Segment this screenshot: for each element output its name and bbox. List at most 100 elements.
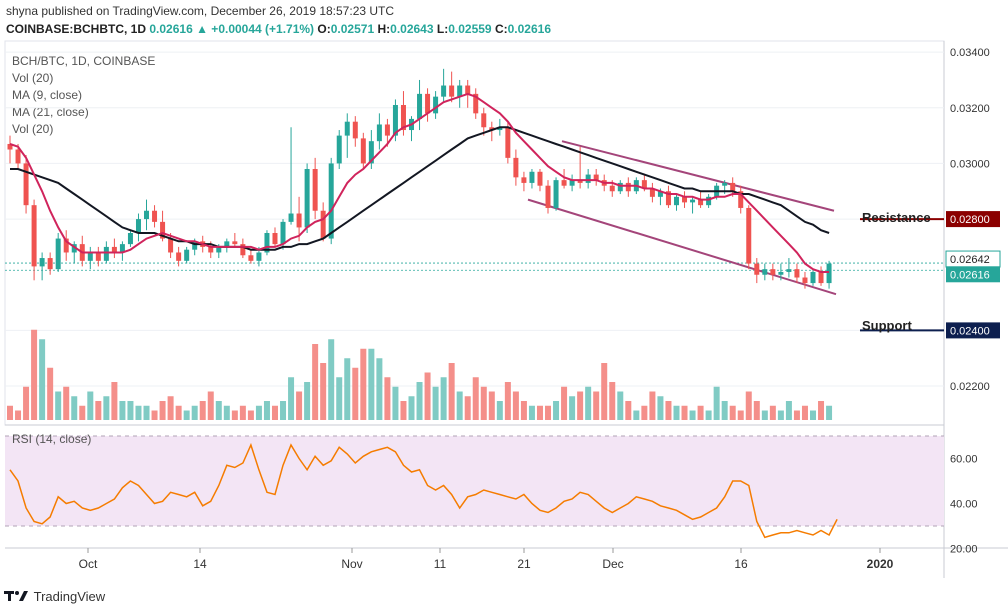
volume-bar <box>617 391 624 420</box>
time-tick-label: Nov <box>341 557 362 571</box>
volume-bar <box>496 401 503 420</box>
indicator-legend: BCH/BTC, 1D, COINBASE Vol (20) MA (9, cl… <box>12 54 155 136</box>
volume-bar <box>480 386 487 420</box>
candle-body <box>184 249 190 261</box>
rsi-tick-label: 40.00 <box>950 499 978 511</box>
candle-body <box>641 180 647 189</box>
candle-body <box>360 138 366 164</box>
rsi-band <box>5 436 944 526</box>
candle-body <box>690 199 696 203</box>
tradingview-footer[interactable]: TradingView <box>4 588 105 610</box>
candle-body <box>280 221 286 245</box>
candle-body <box>400 105 406 131</box>
volume-bar <box>721 401 728 420</box>
volume-bar <box>761 410 768 420</box>
publisher-name[interactable]: shyna <box>6 4 39 18</box>
volume-bar <box>39 339 46 420</box>
price-axis[interactable]: 0.03400 0.03200 0.03000 0.02800 0.02642 0.026… <box>945 47 1001 556</box>
volume-bar <box>801 405 808 420</box>
resistance-label: Resistance <box>862 210 931 225</box>
low-value: 0.02559 <box>448 22 492 36</box>
candle-body <box>336 135 342 164</box>
volume-bar <box>368 348 375 420</box>
price-tick-label: 0.02616 <box>950 269 990 281</box>
volume-bar <box>641 405 648 420</box>
volume-bar <box>143 405 150 420</box>
volume-bar <box>312 344 319 420</box>
candle-body <box>786 269 792 272</box>
open-value: 0.02571 <box>330 22 375 36</box>
volume-bar <box>127 401 134 420</box>
volume-bar <box>785 401 792 420</box>
volume-bar <box>223 405 230 420</box>
price-levels <box>860 218 944 332</box>
moving-averages <box>9 92 830 273</box>
time-tick-label: Dec <box>602 557 623 571</box>
volume-bar <box>103 396 110 420</box>
candle-body <box>553 180 559 208</box>
candle-body <box>192 241 198 250</box>
candle-body <box>449 85 455 97</box>
candle-body <box>304 169 310 228</box>
volume-bar <box>191 405 198 420</box>
price-tick-label: 0.03000 <box>950 158 990 170</box>
candle-body <box>39 258 45 267</box>
volume-bar <box>63 386 70 420</box>
volume-bar <box>585 386 592 420</box>
time-axis[interactable]: Oct 14 Nov 11 21 Dec 16 2020 <box>79 548 894 571</box>
candle-body <box>15 149 21 164</box>
volume-bar <box>135 405 142 420</box>
price-chart[interactable]: RSI (14, close) BCH/BTC, 1D, COINBASE Vo… <box>0 0 1008 585</box>
volume-bar <box>777 410 784 420</box>
volume-bar <box>681 405 688 420</box>
volume-bar <box>400 401 407 420</box>
volume-bar <box>23 386 30 420</box>
volume-bar <box>47 367 54 420</box>
price-tag-bg <box>946 211 1000 228</box>
candle-body <box>545 185 551 208</box>
candle-body <box>441 85 447 97</box>
volume-bar <box>488 391 495 420</box>
low-label: L: <box>436 22 449 36</box>
candle-body <box>698 199 704 206</box>
ma9-line <box>9 92 830 273</box>
volume-bar <box>296 391 303 420</box>
candle-body <box>585 174 591 183</box>
channel-lower-line <box>527 198 837 296</box>
candle-body <box>505 127 511 158</box>
volume-bar <box>304 382 311 420</box>
candle-body <box>561 180 567 186</box>
candle-body <box>160 221 166 239</box>
volume-bar <box>464 396 471 420</box>
candle-body <box>617 182 623 192</box>
volume-bar <box>729 405 736 420</box>
volume-bar <box>665 401 672 420</box>
volume-bar <box>520 401 527 420</box>
candle-body <box>577 180 583 183</box>
candle-body <box>481 113 487 128</box>
candle-body <box>272 233 278 245</box>
publish-text: published on TradingView.com, December 2… <box>41 4 395 18</box>
volume-bar <box>528 405 535 420</box>
candle-body <box>425 93 431 114</box>
volume-bar <box>79 405 86 420</box>
rsi-tick-label: 60.00 <box>950 454 978 466</box>
candle-body <box>826 263 832 284</box>
volume-bar <box>408 396 415 420</box>
ma21-line <box>10 126 830 251</box>
volume-bar <box>737 410 744 420</box>
candle-body <box>224 241 230 247</box>
time-tick-label: Oct <box>79 557 98 571</box>
candle-body <box>320 210 326 239</box>
candle-body <box>810 271 816 284</box>
high-label: H: <box>377 22 391 36</box>
time-tick-label: 14 <box>193 557 207 571</box>
volume-bar <box>609 382 616 420</box>
candle-body <box>433 96 439 114</box>
candle-body <box>256 252 262 261</box>
volume-bar <box>175 405 182 420</box>
volume-bar <box>384 377 391 420</box>
volume-bar <box>697 405 704 420</box>
volume-bar <box>336 377 343 420</box>
volume-bar <box>569 396 576 420</box>
